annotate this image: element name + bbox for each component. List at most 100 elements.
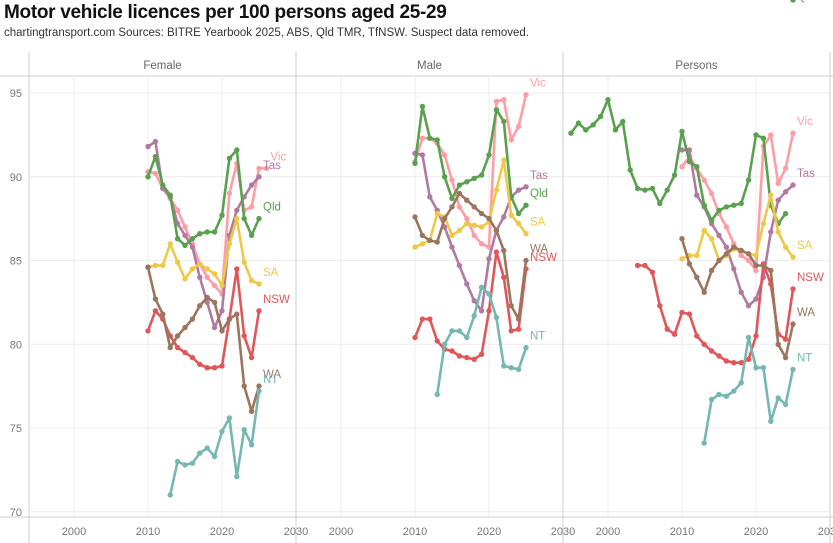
x-tick-label: 2030 xyxy=(551,526,575,538)
data-point-sa xyxy=(694,252,700,259)
series-label-nt: NT xyxy=(797,352,812,364)
series-label-wa: WA xyxy=(263,369,281,381)
data-point-tas xyxy=(456,262,463,269)
data-point-qld xyxy=(515,210,522,217)
data-point-wa xyxy=(412,214,418,220)
data-point-sa xyxy=(189,266,196,272)
data-point-wa xyxy=(189,316,196,322)
data-point-wa xyxy=(226,316,233,322)
data-point-sa xyxy=(182,276,188,282)
data-point-wa xyxy=(753,262,759,269)
data-point-nt xyxy=(782,401,789,408)
series-label-wa: WA xyxy=(530,244,548,256)
data-point-wa xyxy=(716,257,722,264)
data-point-sa xyxy=(434,210,440,217)
series-label-nsw: NSW xyxy=(263,294,290,306)
data-point-nt xyxy=(708,396,715,403)
data-point-qld xyxy=(605,97,611,103)
data-point-tas xyxy=(515,187,522,193)
y-tick-label: 95 xyxy=(10,88,22,100)
data-point-nsw xyxy=(649,269,656,275)
series-label-tas: Tas xyxy=(530,170,548,182)
data-point-sa xyxy=(679,256,685,262)
data-point-nt xyxy=(189,460,196,466)
series-label-nt: NT xyxy=(263,374,278,386)
data-point-wa xyxy=(145,264,151,270)
data-point-wa xyxy=(449,204,455,210)
data-point-qld xyxy=(694,164,700,170)
data-point-qld xyxy=(486,152,492,158)
data-point-wa xyxy=(708,267,715,274)
data-point-sa xyxy=(775,229,781,235)
data-point-vic xyxy=(478,241,485,247)
data-point-vic xyxy=(523,92,529,98)
data-point-nsw xyxy=(427,316,433,322)
data-point-nsw xyxy=(515,326,522,332)
data-point-sa xyxy=(419,241,426,247)
chart-title: Motor vehicle licences per 100 persons a… xyxy=(4,2,447,23)
data-point-sa xyxy=(768,192,774,198)
data-point-nsw xyxy=(478,351,485,357)
data-point-tas xyxy=(723,244,730,250)
data-point-wa xyxy=(419,232,426,239)
data-point-nsw xyxy=(716,353,722,359)
data-point-qld xyxy=(501,118,507,125)
data-point-wa xyxy=(441,215,448,222)
data-point-nsw xyxy=(679,309,685,316)
series-line-tas-female xyxy=(146,140,261,329)
data-point-vic xyxy=(419,135,426,141)
series-label-vic: Vic xyxy=(530,78,546,90)
data-point-nsw xyxy=(701,341,707,347)
data-point-wa xyxy=(204,294,210,301)
series-line-nt-female xyxy=(168,389,261,497)
data-point-nsw xyxy=(671,331,678,337)
data-point-wa xyxy=(731,244,737,250)
data-point-nsw xyxy=(189,354,196,361)
data-point-sa xyxy=(412,244,418,250)
data-point-qld xyxy=(182,242,188,249)
data-point-wa xyxy=(493,227,500,234)
data-point-qld xyxy=(679,128,685,135)
data-point-qld xyxy=(152,153,159,160)
data-point-sa xyxy=(493,187,500,193)
x-tick-label: 2030 xyxy=(818,526,833,538)
data-point-tas xyxy=(731,266,737,272)
data-point-qld xyxy=(612,127,619,133)
data-point-qld xyxy=(701,202,707,208)
data-point-qld xyxy=(657,200,663,207)
data-point-tas xyxy=(211,324,218,331)
data-point-sa xyxy=(211,271,218,277)
data-point-nsw xyxy=(197,361,203,368)
data-point-vic xyxy=(456,204,463,210)
data-point-sa xyxy=(152,262,159,269)
data-point-qld xyxy=(738,200,744,207)
data-point-nt xyxy=(723,393,730,399)
data-point-vic xyxy=(790,130,796,136)
data-point-tas xyxy=(256,174,262,180)
data-point-sa xyxy=(760,220,767,227)
data-point-nsw xyxy=(241,333,247,339)
data-point-qld xyxy=(234,147,240,153)
data-point-nt xyxy=(716,391,722,398)
data-point-tas xyxy=(464,281,470,287)
series-line-wa-persons xyxy=(680,237,795,359)
data-point-tas xyxy=(248,182,255,188)
data-point-nt xyxy=(471,313,477,319)
x-tick-label: 2010 xyxy=(670,526,694,538)
series-label-tas: Tas xyxy=(797,168,815,180)
data-point-nsw xyxy=(790,286,796,292)
data-point-vic xyxy=(256,165,262,172)
series-label-qld: Qld xyxy=(263,202,281,214)
data-point-vic xyxy=(449,177,455,183)
series-line-wa-female xyxy=(146,265,261,413)
data-point-sa xyxy=(464,220,470,227)
data-point-wa xyxy=(775,341,781,347)
data-point-qld xyxy=(189,236,196,242)
data-point-vic xyxy=(204,274,210,280)
data-point-nt xyxy=(745,334,752,341)
data-point-qld xyxy=(478,172,485,178)
data-point-tas xyxy=(782,189,789,195)
data-point-nsw xyxy=(248,354,255,361)
data-point-qld xyxy=(782,210,789,217)
